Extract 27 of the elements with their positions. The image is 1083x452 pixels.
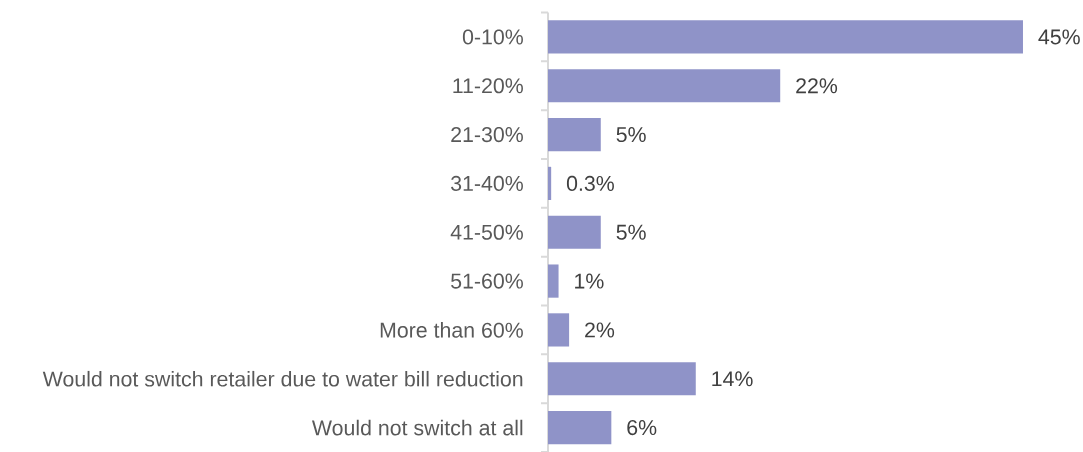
bar bbox=[548, 215, 601, 249]
data-label: 1% bbox=[575, 273, 604, 289]
y-tick-label: 31-40% bbox=[451, 175, 523, 191]
bar bbox=[548, 166, 552, 201]
y-tick-label: Would not switch at all bbox=[311, 419, 523, 436]
bar bbox=[548, 313, 570, 347]
data-label: 14% bbox=[712, 371, 753, 387]
bar bbox=[548, 264, 559, 298]
y-tick-label: Would not switch retailer due to water bill reduction bbox=[42, 370, 523, 387]
y-tick-label: More than 60% bbox=[380, 322, 523, 338]
bar bbox=[548, 20, 1023, 54]
bar bbox=[548, 69, 781, 103]
data-label: 22% bbox=[796, 78, 838, 94]
bar bbox=[548, 410, 612, 445]
bar bbox=[548, 362, 696, 396]
y-tick-label: 11-20% bbox=[453, 78, 523, 94]
bar bbox=[548, 117, 601, 152]
y-tick-label: 51-60% bbox=[451, 273, 523, 289]
y-tick-label: 41-50% bbox=[450, 224, 523, 240]
y-tick-label: 0-10% bbox=[462, 29, 523, 45]
data-label: 6% bbox=[627, 420, 657, 436]
data-label: 5% bbox=[616, 224, 646, 240]
data-label: 0.3% bbox=[566, 175, 614, 191]
data-label: 5% bbox=[616, 127, 646, 143]
data-label: 45% bbox=[1038, 29, 1080, 45]
data-label: 2% bbox=[585, 322, 615, 338]
y-tick-label: 21-30% bbox=[451, 127, 523, 143]
